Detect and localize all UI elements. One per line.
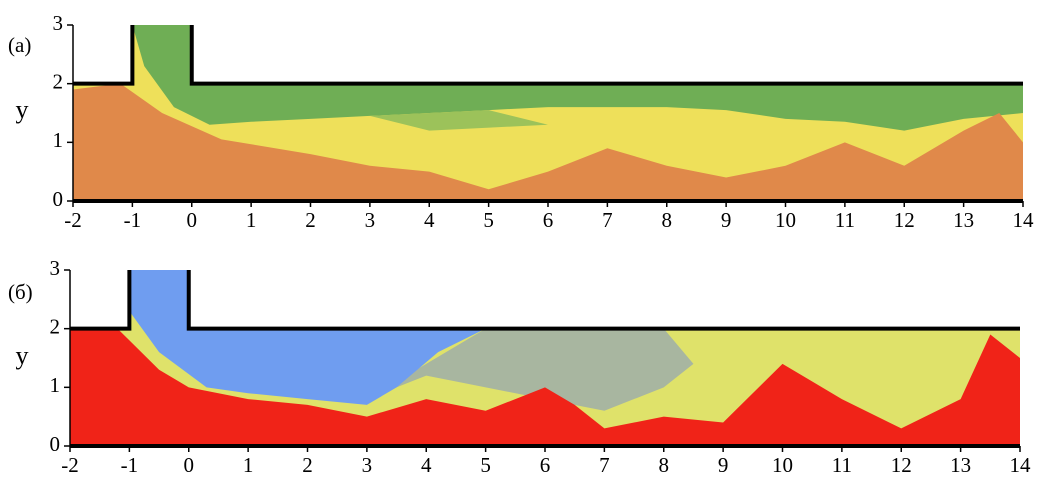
panel-label: (б) xyxy=(8,280,33,304)
y-axis-label: y xyxy=(16,341,29,370)
x-tick-label: 9 xyxy=(718,453,729,477)
x-tick-label: -2 xyxy=(61,453,79,477)
x-tick-label: 14 xyxy=(1010,453,1032,477)
x-tick-label: 5 xyxy=(483,208,494,232)
x-tick-label: 8 xyxy=(659,453,670,477)
x-tick-label: 12 xyxy=(894,208,915,232)
y-tick-label: 1 xyxy=(53,128,64,152)
x-tick-label: 3 xyxy=(365,208,376,232)
x-tick-label: 7 xyxy=(599,453,610,477)
x-tick-label: 1 xyxy=(243,453,254,477)
y-tick-label: 2 xyxy=(50,314,61,338)
x-tick-label: 4 xyxy=(421,453,432,477)
x-tick-label: 3 xyxy=(362,453,373,477)
x-tick-label: 11 xyxy=(832,453,852,477)
y-tick-label: 3 xyxy=(50,256,61,280)
x-tick-label: 12 xyxy=(891,453,912,477)
x-tick-label: 1 xyxy=(246,208,257,232)
flow-region xyxy=(70,328,1020,446)
x-tick-label: 0 xyxy=(187,208,198,232)
x-tick-label: 14 xyxy=(1013,208,1035,232)
y-axis-label: y xyxy=(16,95,29,124)
x-tick-label: 2 xyxy=(305,208,316,232)
channel-wall xyxy=(186,270,1020,331)
channel-wall xyxy=(189,25,1023,86)
x-tick-label: -1 xyxy=(121,453,139,477)
x-tick-label: 4 xyxy=(424,208,435,232)
x-tick-label: 13 xyxy=(953,208,974,232)
x-tick-label: 13 xyxy=(950,453,971,477)
x-tick-label: 9 xyxy=(721,208,732,232)
x-tick-label: 6 xyxy=(543,208,554,232)
y-tick-label: 3 xyxy=(53,11,64,35)
x-tick-label: -2 xyxy=(64,208,82,232)
flow-region xyxy=(132,25,1023,131)
channel-wall xyxy=(73,25,135,86)
flow-region xyxy=(366,328,694,411)
x-tick-label: 6 xyxy=(540,453,551,477)
y-tick-label: 1 xyxy=(50,373,61,397)
x-tick-label: 10 xyxy=(772,453,793,477)
flow-region xyxy=(73,83,1023,201)
panel-label: (а) xyxy=(8,33,31,57)
x-tick-label: 7 xyxy=(602,208,613,232)
flow-region xyxy=(129,270,486,405)
y-tick-label: 2 xyxy=(53,69,64,93)
x-tick-label: 2 xyxy=(302,453,313,477)
x-tick-label: 5 xyxy=(480,453,491,477)
y-tick-label: 0 xyxy=(50,432,61,456)
y-tick-label: 0 xyxy=(53,187,64,211)
x-tick-label: 0 xyxy=(184,453,195,477)
x-tick-label: 10 xyxy=(775,208,796,232)
flow-region xyxy=(369,110,548,131)
channel-wall xyxy=(70,270,132,331)
x-tick-label: 8 xyxy=(662,208,673,232)
x-tick-label: -1 xyxy=(124,208,142,232)
x-tick-label: 11 xyxy=(835,208,855,232)
